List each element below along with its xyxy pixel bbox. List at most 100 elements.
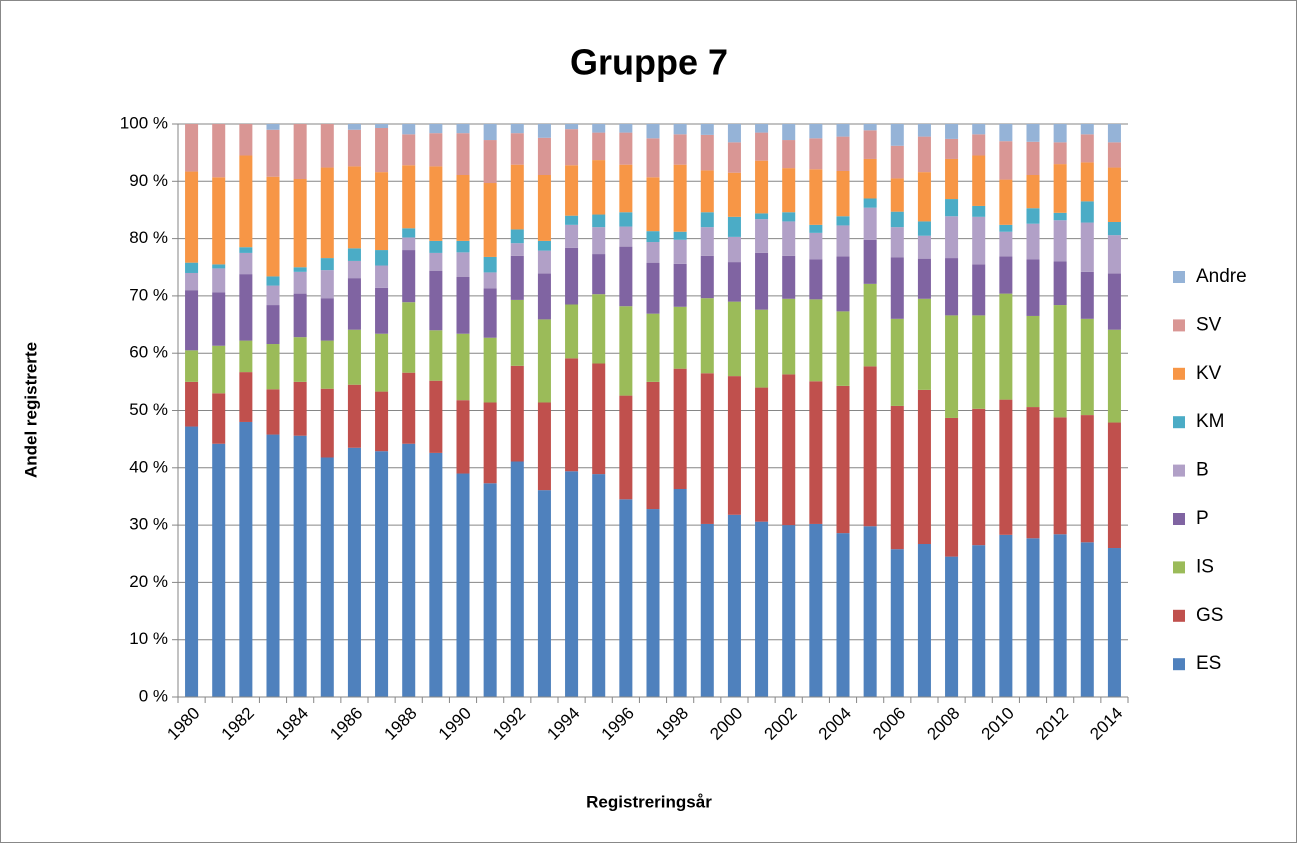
- bar-segment: [727, 142, 741, 173]
- bar-segment: [782, 212, 796, 222]
- legend-swatch: [1173, 513, 1185, 525]
- bar-segment: [375, 172, 389, 251]
- bar-segment: [592, 160, 606, 215]
- bar-segment: [727, 124, 741, 143]
- bar-segment: [999, 124, 1013, 142]
- bar-segment: [402, 372, 416, 444]
- bar-segment: [836, 170, 850, 217]
- bar-segment: [429, 124, 443, 134]
- bar-segment: [836, 533, 850, 697]
- bar-segment: [1107, 422, 1121, 549]
- bar-segment: [1026, 407, 1040, 539]
- bar-segment: [646, 242, 660, 263]
- bar-segment: [1107, 142, 1121, 168]
- bar-segment: [402, 134, 416, 166]
- bar-segment: [456, 333, 470, 401]
- legend-label: SV: [1196, 314, 1222, 335]
- bar-segment: [917, 258, 931, 299]
- y-tick-label: 30 %: [129, 515, 168, 534]
- legend-label: GS: [1196, 605, 1223, 626]
- bar-segment: [673, 124, 687, 135]
- bar-segment: [809, 124, 823, 139]
- bar-segment: [972, 408, 986, 546]
- bar-segment: [510, 365, 524, 462]
- bar-segment: [592, 254, 606, 295]
- bar-segment: [782, 374, 796, 526]
- y-tick-label: 70 %: [129, 285, 168, 304]
- bar-segment: [646, 177, 660, 232]
- bar-segment: [592, 474, 606, 697]
- bar-segment: [700, 134, 714, 171]
- bar-segment: [239, 274, 253, 341]
- chart-title: Gruppe 7: [570, 42, 728, 83]
- bar-segment: [537, 319, 551, 403]
- bar-segment: [863, 124, 877, 131]
- bar-segment: [402, 443, 416, 697]
- bar-segment: [592, 363, 606, 475]
- bar-segment: [239, 155, 253, 248]
- bar-segment: [1080, 134, 1094, 163]
- bar-segment: [1080, 542, 1094, 697]
- bar-segment: [700, 298, 714, 374]
- bar-segment: [727, 172, 741, 217]
- bar-segment: [456, 252, 470, 277]
- bar-segment: [1080, 222, 1094, 272]
- bar-segment: [429, 270, 443, 331]
- bar-segment: [782, 168, 796, 213]
- bar-segment: [999, 224, 1013, 232]
- bar-segment: [890, 318, 904, 406]
- bar-segment: [673, 489, 687, 697]
- bar-segment: [510, 299, 524, 366]
- bar-segment: [1053, 220, 1067, 262]
- bar-segment: [646, 509, 660, 697]
- bar-segment: [293, 271, 307, 294]
- bar-segment: [185, 381, 199, 427]
- bar-segment: [1026, 538, 1040, 697]
- bar-segment: [972, 216, 986, 265]
- bar-segment: [1053, 417, 1067, 535]
- bar-segment: [782, 140, 796, 169]
- bar-segment: [945, 556, 959, 697]
- bar-segment: [347, 278, 361, 330]
- bar-segment: [999, 141, 1013, 180]
- bar-segment: [945, 158, 959, 200]
- bar-segment: [375, 265, 389, 288]
- bar-segment: [212, 268, 226, 293]
- bar-segment: [456, 124, 470, 134]
- bar-segment: [755, 124, 769, 133]
- bar-segment: [809, 224, 823, 233]
- bar-segment: [565, 215, 579, 225]
- bar-segment: [320, 388, 334, 458]
- bar-segment: [592, 214, 606, 228]
- legend-swatch: [1173, 367, 1185, 380]
- bar-segment: [673, 231, 687, 240]
- bar-segment: [1080, 162, 1094, 202]
- bar-segment: [782, 525, 796, 697]
- bar-segment: [212, 177, 226, 265]
- legend-swatch: [1173, 271, 1185, 283]
- bar-segment: [429, 252, 443, 271]
- bar-segment: [999, 231, 1013, 257]
- bar-segment: [619, 132, 633, 165]
- bar-segment: [293, 267, 307, 272]
- bar-segment: [809, 381, 823, 524]
- bar-segment: [375, 250, 389, 266]
- bar-segment: [945, 216, 959, 259]
- bar-segment: [999, 399, 1013, 535]
- legend-label: IS: [1196, 556, 1214, 577]
- bar-segment: [727, 236, 741, 263]
- legend-swatch: [1173, 464, 1185, 477]
- bar-segment: [266, 285, 280, 306]
- bar-segment: [185, 350, 199, 382]
- bar-segment: [619, 226, 633, 247]
- bar-segment: [239, 124, 253, 156]
- legend-label: KM: [1196, 411, 1225, 432]
- bar-segment: [619, 124, 633, 133]
- bar-segment: [565, 129, 579, 166]
- legend-swatch: [1173, 561, 1185, 574]
- bar-segment: [836, 216, 850, 226]
- bar-segment: [185, 290, 199, 351]
- bar-segment: [972, 205, 986, 217]
- bar-segment: [212, 393, 226, 444]
